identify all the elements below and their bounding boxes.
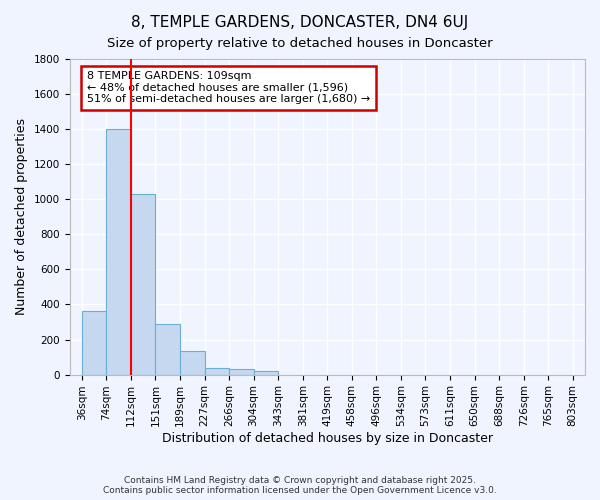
Bar [131, 194, 155, 374]
Bar [82, 312, 106, 374]
X-axis label: Distribution of detached houses by size in Doncaster: Distribution of detached houses by size … [162, 432, 493, 445]
Bar [229, 370, 254, 374]
Bar [155, 324, 180, 374]
Text: 8, TEMPLE GARDENS, DONCASTER, DN4 6UJ: 8, TEMPLE GARDENS, DONCASTER, DN4 6UJ [131, 15, 469, 30]
Bar [180, 351, 205, 374]
Y-axis label: Number of detached properties: Number of detached properties [15, 118, 28, 316]
Text: Size of property relative to detached houses in Doncaster: Size of property relative to detached ho… [107, 38, 493, 51]
Text: 8 TEMPLE GARDENS: 109sqm
← 48% of detached houses are smaller (1,596)
51% of sem: 8 TEMPLE GARDENS: 109sqm ← 48% of detach… [87, 72, 370, 104]
Bar [106, 129, 131, 374]
Bar [205, 368, 229, 374]
Text: Contains HM Land Registry data © Crown copyright and database right 2025.
Contai: Contains HM Land Registry data © Crown c… [103, 476, 497, 495]
Bar [254, 371, 278, 374]
